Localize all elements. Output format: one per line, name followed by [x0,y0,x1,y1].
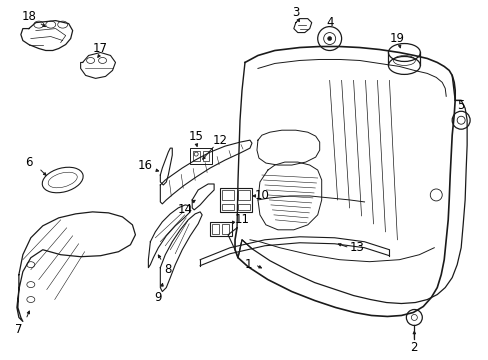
Text: 16: 16 [138,158,153,172]
Text: 9: 9 [154,291,162,304]
Text: 6: 6 [25,156,33,168]
Bar [212,224,219,234]
Text: 5: 5 [457,99,464,112]
Text: 7: 7 [15,323,22,336]
Text: 3: 3 [291,6,299,19]
Bar [190,148,212,164]
Text: 18: 18 [21,10,36,23]
Text: 1: 1 [244,258,251,271]
Bar [203,151,209,161]
Text: 2: 2 [410,341,417,354]
Bar [222,204,234,210]
Bar [220,188,251,212]
Bar [238,204,249,210]
Text: 13: 13 [349,241,364,254]
Circle shape [327,37,331,41]
Text: 10: 10 [254,189,269,202]
Text: 15: 15 [188,130,203,143]
Bar [210,222,232,236]
Text: 12: 12 [212,134,227,147]
Bar [222,224,228,234]
Text: 17: 17 [93,42,108,55]
Bar [193,151,200,161]
Bar [222,190,234,200]
Text: 19: 19 [389,32,404,45]
Bar [238,190,249,200]
Text: 4: 4 [325,16,333,29]
Text: 14: 14 [177,203,192,216]
Text: 8: 8 [164,263,172,276]
Text: 11: 11 [234,213,249,226]
